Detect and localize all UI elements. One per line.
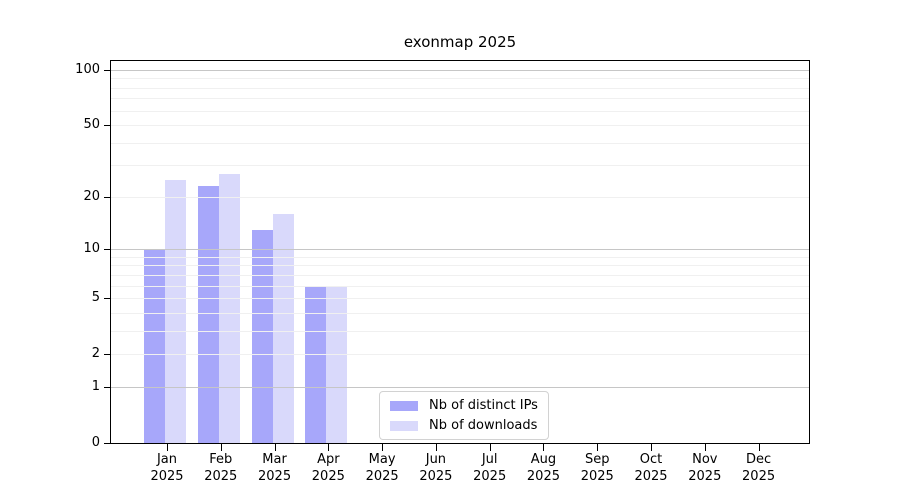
legend: Nb of distinct IPs Nb of downloads xyxy=(379,391,549,440)
x-tick-label-apr: Apr 2025 xyxy=(311,452,345,484)
minor-gridline-30 xyxy=(111,165,809,167)
minor-gridline-3 xyxy=(111,330,809,332)
minor-gridline-2 xyxy=(111,354,809,356)
bar-distinct-ips-jan xyxy=(144,249,165,443)
bar-distinct-ips-mar xyxy=(251,229,273,443)
minor-gridline-4 xyxy=(111,312,809,314)
x-tick-label-dec: Dec 2025 xyxy=(742,452,776,484)
x-tick-jun xyxy=(435,444,437,451)
x-tick-label-jan: Jan 2025 xyxy=(150,452,184,484)
x-tick-label-mar: Mar 2025 xyxy=(258,452,292,484)
y-tick-10 xyxy=(104,249,111,251)
y-tick-label-2: 2 xyxy=(91,346,100,362)
minor-gridline-9 xyxy=(111,256,809,258)
bar-downloads-apr xyxy=(326,285,348,443)
x-tick-label-nov: Nov 2025 xyxy=(688,452,722,484)
x-tick-feb xyxy=(220,444,222,451)
x-tick-sep xyxy=(597,444,599,451)
major-gridline-1 xyxy=(111,386,809,388)
bar-downloads-mar xyxy=(272,213,294,443)
y-tick-0 xyxy=(104,443,111,444)
x-tick-may xyxy=(382,444,384,451)
x-tick-nov xyxy=(704,444,706,451)
y-tick-2 xyxy=(104,354,111,356)
minor-gridline-40 xyxy=(111,142,809,144)
legend-item-downloads: Nb of downloads xyxy=(390,418,538,433)
y-tick-5 xyxy=(104,298,111,300)
x-tick-label-feb: Feb 2025 xyxy=(204,452,238,484)
minor-gridline-60 xyxy=(111,110,809,112)
y-tick-label-0: 0 xyxy=(91,435,100,450)
x-tick-mar xyxy=(274,444,276,451)
y-tick-label-10: 10 xyxy=(83,241,100,257)
legend-item-distinct-ips: Nb of distinct IPs xyxy=(390,398,538,413)
major-gridline-100 xyxy=(111,69,809,71)
minor-gridline-6 xyxy=(111,285,809,287)
x-tick-label-jul: Jul 2025 xyxy=(473,452,507,484)
y-tick-1 xyxy=(104,386,111,388)
bar-downloads-jan xyxy=(165,179,186,443)
legend-label-downloads: Nb of downloads xyxy=(429,418,538,433)
y-tick-50 xyxy=(104,125,111,127)
x-tick-dec xyxy=(758,444,760,451)
x-tick-jul xyxy=(489,444,491,451)
minor-gridline-50 xyxy=(111,125,809,127)
minor-gridline-8 xyxy=(111,265,809,267)
bar-downloads-feb xyxy=(218,173,240,443)
x-tick-aug xyxy=(543,444,545,451)
y-tick-label-100: 100 xyxy=(75,61,100,77)
minor-gridline-5 xyxy=(111,298,809,300)
x-tick-oct xyxy=(651,444,653,451)
minor-gridline-90 xyxy=(111,78,809,80)
legend-swatch-distinct-ips xyxy=(390,400,418,411)
bar-distinct-ips-apr xyxy=(305,285,327,443)
minor-gridline-7 xyxy=(111,274,809,276)
minor-gridline-20 xyxy=(111,196,809,198)
y-tick-20 xyxy=(104,196,111,198)
major-gridline-10 xyxy=(111,249,809,251)
legend-label-distinct-ips: Nb of distinct IPs xyxy=(429,398,538,413)
x-tick-label-aug: Aug 2025 xyxy=(526,452,560,484)
x-tick-label-oct: Oct 2025 xyxy=(634,452,668,484)
legend-swatch-downloads xyxy=(390,420,418,431)
x-tick-label-jun: Jun 2025 xyxy=(419,452,453,484)
minor-gridline-70 xyxy=(111,98,809,100)
plot-area: Nb of distinct IPs Nb of downloads 100 50… xyxy=(75,60,810,484)
x-tick-label-sep: Sep 2025 xyxy=(580,452,614,484)
y-tick-label-5: 5 xyxy=(91,290,100,306)
minor-gridline-80 xyxy=(111,87,809,89)
y-tick-100 xyxy=(104,69,111,71)
x-tick-apr xyxy=(328,444,330,451)
chart-title: exonmap 2025 xyxy=(403,33,517,51)
y-tick-label-20: 20 xyxy=(83,188,100,204)
x-tick-jan xyxy=(167,444,168,451)
x-tick-label-may: May 2025 xyxy=(365,452,399,484)
bar-distinct-ips-feb xyxy=(197,186,219,443)
y-tick-label-50: 50 xyxy=(83,117,100,133)
y-tick-label-1: 1 xyxy=(91,378,100,394)
